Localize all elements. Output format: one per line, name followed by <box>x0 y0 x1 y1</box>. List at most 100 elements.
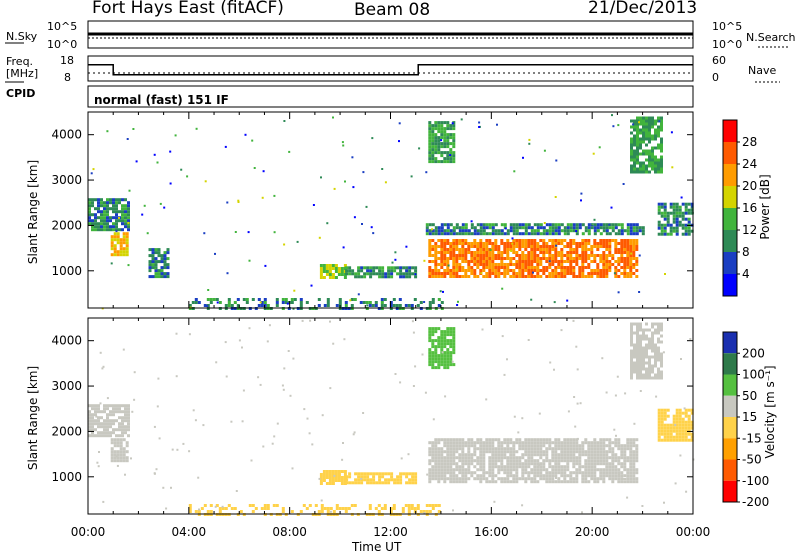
data-cell <box>611 257 615 260</box>
data-cell <box>400 457 403 460</box>
data-cell <box>657 322 660 326</box>
data-cell <box>458 226 462 230</box>
data-cell <box>470 444 474 448</box>
data-cell <box>440 226 444 230</box>
data-cell <box>425 229 429 233</box>
data-cell <box>630 340 633 344</box>
data-cell <box>645 337 648 341</box>
data-cell <box>642 352 645 356</box>
data-cell <box>645 367 648 371</box>
data-cell <box>639 325 642 329</box>
data-cell <box>434 339 438 343</box>
data-cell <box>437 471 441 475</box>
data-cell <box>642 128 645 132</box>
data-cell <box>635 245 639 248</box>
data-cell <box>533 438 537 442</box>
data-cell <box>257 304 261 307</box>
data-cell <box>455 441 459 445</box>
data-cell <box>542 251 546 254</box>
data-cell <box>521 223 525 227</box>
data-cell <box>563 254 567 257</box>
data-cell <box>675 429 679 433</box>
data-cell <box>357 266 361 270</box>
data-cell <box>337 470 341 473</box>
data-cell <box>494 248 498 251</box>
data-cell <box>617 438 621 442</box>
data-cell <box>461 438 465 442</box>
data-cell <box>160 266 164 270</box>
data-cell <box>317 304 321 307</box>
data-cell <box>396 272 400 276</box>
data-cell <box>338 507 342 510</box>
data-cell <box>482 459 486 463</box>
data-cell <box>443 232 447 236</box>
data-cell <box>684 423 688 427</box>
data-cell <box>119 456 123 460</box>
data-cell <box>378 472 382 476</box>
data-cell <box>593 438 597 442</box>
data-cell <box>412 331 415 334</box>
data-cell <box>527 456 531 460</box>
data-cell <box>103 219 106 223</box>
data-cell <box>125 459 129 463</box>
data-cell <box>384 181 387 184</box>
data-cell <box>125 244 129 248</box>
data-cell <box>97 222 100 226</box>
data-cell <box>440 453 444 457</box>
data-cell <box>197 301 201 304</box>
data-cell <box>414 275 418 279</box>
data-cell <box>482 254 486 257</box>
data-cell <box>548 447 552 451</box>
data-cell <box>551 465 555 469</box>
data-cell <box>660 119 663 123</box>
data-cell <box>411 320 414 323</box>
data-cell <box>348 472 352 476</box>
data-cell <box>632 229 636 233</box>
data-cell <box>569 459 573 463</box>
data-cell <box>431 474 435 478</box>
data-cell <box>521 272 525 275</box>
data-cell <box>654 355 657 359</box>
data-cell <box>112 422 115 426</box>
freq-label: Freq. <box>6 55 34 68</box>
data-cell <box>672 229 676 233</box>
data-cell <box>648 128 651 132</box>
data-cell <box>566 266 570 269</box>
data-cell <box>440 348 444 352</box>
data-cell <box>527 239 531 242</box>
data-cell <box>119 459 123 463</box>
data-cell <box>443 471 447 475</box>
data-cell <box>366 481 370 485</box>
data-cell <box>533 229 537 233</box>
data-cell <box>636 337 639 341</box>
data-cell <box>121 219 124 223</box>
data-cell <box>539 226 543 230</box>
data-cell <box>446 242 450 245</box>
data-cell <box>626 477 630 481</box>
data-cell <box>567 410 570 413</box>
data-cell <box>642 116 645 120</box>
data-cell <box>434 351 438 355</box>
data-cell <box>576 437 579 440</box>
data-cell <box>491 477 495 481</box>
data-cell <box>509 456 513 460</box>
data-cell <box>443 254 447 257</box>
data-cell <box>122 232 126 236</box>
data-cell <box>464 251 468 254</box>
data-cell <box>437 462 441 466</box>
data-cell <box>554 474 558 478</box>
data-cell <box>524 226 528 230</box>
data-cell <box>596 226 600 230</box>
data-cell <box>124 416 127 420</box>
data-cell <box>645 116 648 120</box>
data-cell <box>194 298 198 301</box>
data-cell <box>408 275 412 279</box>
data-cell <box>672 217 676 221</box>
data-cell <box>440 136 444 140</box>
data-cell <box>118 198 121 202</box>
data-cell <box>458 471 462 475</box>
data-cell <box>626 257 630 260</box>
data-cell <box>651 137 654 141</box>
data-cell <box>132 128 135 130</box>
data-cell <box>501 335 504 338</box>
